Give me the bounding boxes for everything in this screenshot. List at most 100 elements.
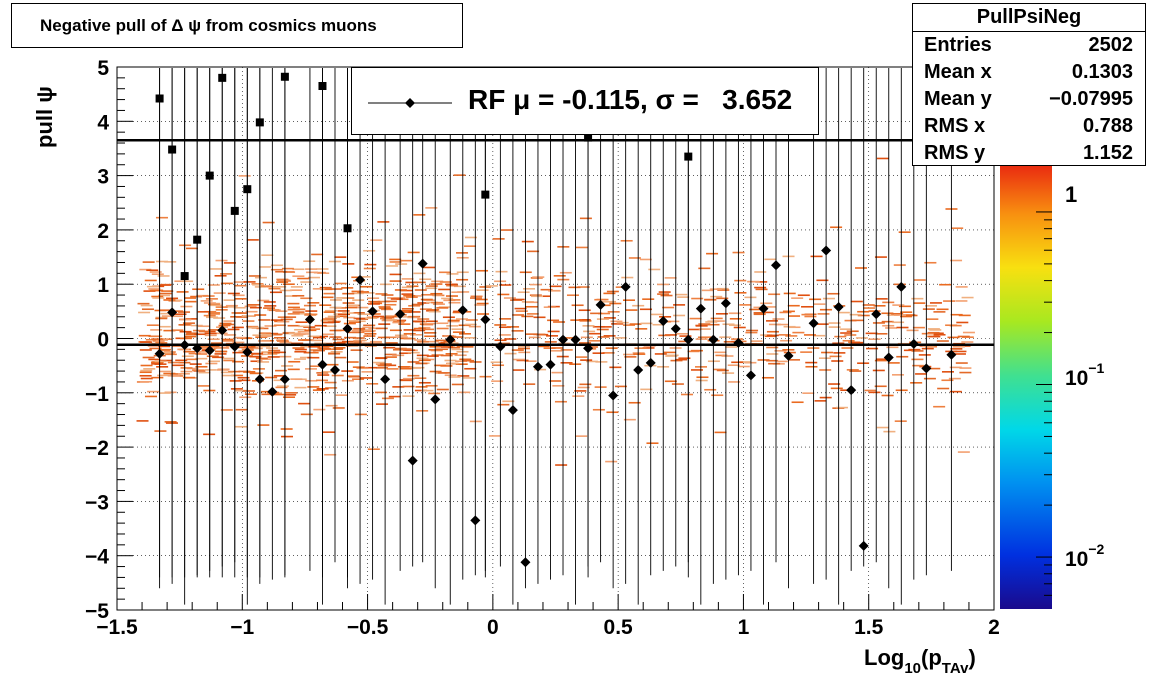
hist-cell	[250, 360, 263, 363]
hist-cell	[155, 317, 168, 320]
hist-cell	[941, 371, 954, 373]
hist-cell	[517, 347, 530, 350]
hist-cell	[149, 271, 162, 273]
hist-cell	[210, 268, 223, 270]
hist-cell	[604, 300, 617, 303]
hist-cell	[182, 322, 195, 324]
hist-cell	[531, 295, 544, 298]
hist-cell	[228, 370, 241, 373]
hist-cell	[209, 304, 222, 307]
hist-cell	[490, 361, 503, 364]
chart-title: Negative pull of Δ ψ from cosmics muons	[11, 3, 463, 48]
hist-cell	[801, 313, 814, 316]
hist-cell	[436, 388, 449, 391]
hist-cell	[243, 371, 256, 373]
hist-cell	[402, 377, 415, 380]
hist-cell	[136, 420, 149, 422]
chart-title-text: Negative pull of Δ ψ from cosmics muons	[40, 15, 377, 35]
hist-cell	[333, 342, 346, 344]
hist-cell	[285, 295, 298, 297]
hist-cell	[275, 386, 288, 389]
hist-cell	[403, 333, 416, 335]
hist-cell	[713, 368, 726, 371]
hist-cell	[179, 318, 192, 321]
profile-point	[658, 316, 669, 327]
hist-cell	[392, 354, 405, 357]
hist-cell	[215, 309, 228, 311]
hist-cell	[497, 342, 510, 345]
hist-cell	[195, 365, 208, 368]
hist-cell	[444, 374, 457, 377]
hist-cell	[620, 239, 633, 242]
hist-cell	[425, 320, 438, 323]
hist-cell	[178, 311, 191, 313]
hist-cell	[874, 385, 887, 388]
hist-cell	[306, 351, 319, 354]
hist-cell	[287, 302, 300, 305]
hist-cell	[292, 294, 305, 297]
hist-cell	[424, 335, 437, 338]
hist-cell	[457, 375, 470, 377]
hist-cell	[331, 348, 344, 350]
hist-cell	[850, 300, 863, 303]
hist-cell	[937, 387, 950, 390]
hist-cell	[883, 430, 896, 433]
hist-cell	[155, 216, 168, 219]
hist-cell	[207, 360, 220, 363]
hist-cell	[384, 364, 397, 367]
hist-cell	[599, 326, 612, 328]
hist-cell	[948, 377, 961, 380]
hist-cell	[183, 350, 196, 353]
hist-cell	[746, 329, 759, 332]
stats-label: Entries	[924, 34, 992, 56]
hist-cell	[436, 327, 449, 330]
hist-cell	[459, 358, 472, 361]
hist-cell	[698, 267, 711, 270]
hist-cell	[167, 374, 180, 377]
hist-cell	[423, 266, 436, 269]
hist-cell	[658, 291, 671, 293]
hist-cell	[368, 300, 381, 303]
hist-cell	[307, 356, 320, 359]
hist-cell	[447, 320, 460, 323]
hist-cell	[597, 336, 610, 338]
hist-cell	[549, 285, 562, 288]
hist-cell	[670, 359, 683, 362]
hist-cell	[204, 310, 217, 313]
hist-cell	[662, 306, 675, 309]
hist-cell	[198, 371, 211, 374]
hist-cell	[234, 284, 247, 287]
hist-cell	[312, 336, 325, 339]
hist-cell	[956, 321, 969, 324]
profile-point	[154, 348, 165, 359]
hist-cell	[474, 304, 487, 306]
hist-cell	[402, 395, 415, 397]
hist-cell	[307, 335, 320, 338]
hist-cell	[431, 354, 444, 356]
hist-cell	[364, 333, 377, 335]
hist-cell	[405, 281, 418, 284]
hist-cell	[276, 278, 289, 281]
hist-cell	[392, 321, 405, 324]
hist-cell	[885, 327, 898, 329]
hist-cell	[151, 361, 164, 364]
hist-cell	[350, 349, 363, 351]
hist-cell	[828, 383, 841, 385]
hist-cell	[518, 351, 531, 354]
hist-cell	[346, 361, 359, 363]
hist-cell	[753, 306, 766, 309]
hist-cell	[151, 273, 164, 275]
hist-cell	[158, 392, 171, 394]
hist-cell	[225, 306, 238, 308]
hist-cell	[464, 336, 477, 339]
hist-cell	[418, 326, 431, 329]
y-tick-label: 1	[97, 274, 109, 297]
profile-point	[380, 374, 391, 385]
hist-cell	[476, 302, 489, 305]
hist-cell	[251, 283, 264, 285]
hist-cell	[361, 371, 374, 373]
x-tick-label: 1	[738, 616, 750, 639]
hist-cell	[351, 329, 364, 332]
hist-cell	[835, 406, 848, 409]
hist-cell	[196, 351, 209, 353]
